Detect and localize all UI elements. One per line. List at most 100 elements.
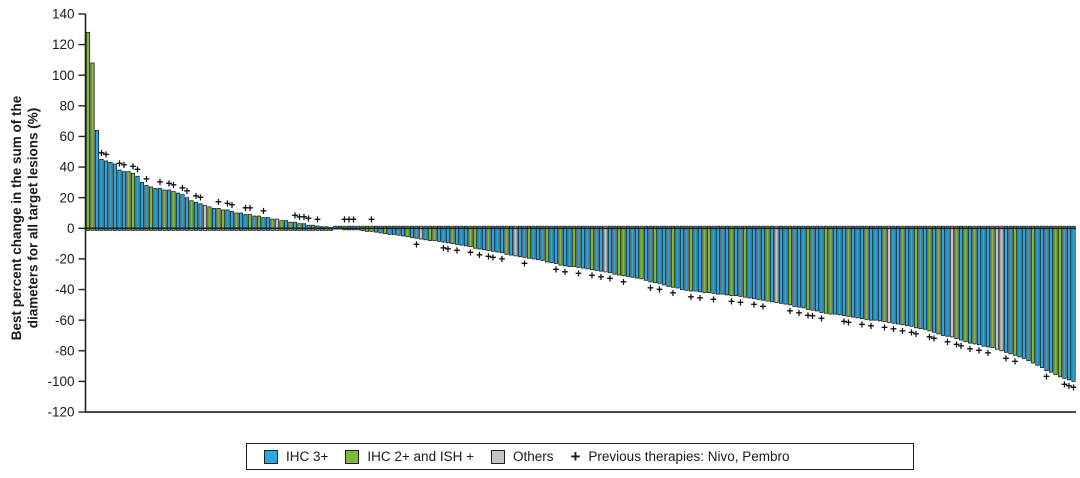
waterfall-bar — [756, 225, 761, 300]
waterfall-bar — [400, 225, 406, 237]
waterfall-bar — [832, 225, 838, 315]
y-tick-label: 100 — [52, 68, 75, 83]
prev-therapy-plus-marker: + — [859, 320, 866, 332]
waterfall-bar — [904, 225, 910, 326]
waterfall-bar — [985, 225, 991, 348]
prev-therapy-plus-marker: + — [737, 297, 744, 309]
waterfall-bar — [621, 225, 626, 277]
prev-therapy-plus-marker: + — [868, 321, 875, 333]
waterfall-bar — [607, 225, 613, 274]
prev-therapy-plus-marker: + — [242, 203, 249, 215]
waterfall-bar — [549, 225, 554, 264]
prev-therapy-plus-marker: + — [413, 239, 420, 251]
waterfall-bar — [738, 225, 743, 297]
waterfall-bar — [243, 214, 248, 231]
waterfall-bar — [972, 225, 977, 345]
waterfall-bar — [85, 31, 91, 231]
waterfall-bar — [184, 197, 190, 231]
prev-therapy-plus-marker: + — [688, 292, 695, 304]
waterfall-bar — [373, 225, 379, 233]
waterfall-bar — [121, 171, 127, 231]
waterfall-bar — [783, 225, 788, 305]
prev-therapy-plus-marker: + — [521, 258, 528, 270]
waterfall-bar — [769, 225, 775, 303]
prev-therapy-plus-marker: + — [607, 274, 614, 286]
y-tick-label: 140 — [52, 7, 75, 22]
waterfall-bar — [891, 225, 896, 324]
waterfall-bar — [454, 225, 460, 245]
waterfall-bar — [486, 225, 491, 251]
waterfall-bar — [801, 225, 806, 309]
waterfall-bar — [742, 225, 748, 298]
waterfall-bar — [837, 225, 842, 316]
waterfall-bar — [423, 225, 428, 241]
waterfall-bar — [409, 225, 415, 238]
waterfall-bar — [378, 225, 383, 234]
waterfall-bar — [166, 189, 172, 231]
prev-therapy-plus-marker: + — [157, 177, 164, 189]
waterfall-bar — [711, 225, 716, 294]
waterfall-bar — [414, 225, 419, 239]
legend-label-others: Others — [512, 449, 554, 464]
prev-therapy-plus-marker: + — [845, 317, 852, 329]
waterfall-bar — [639, 225, 644, 280]
prev-therapy-plus-marker: + — [913, 329, 920, 341]
waterfall-bar — [810, 225, 815, 311]
prev-therapy-plus-marker: + — [805, 310, 812, 322]
waterfall-bar — [1021, 225, 1027, 359]
prev-therapy-plus-marker: + — [193, 191, 200, 203]
y-axis-title-line: diameters for all target lesions (%) — [26, 108, 41, 329]
waterfall-bar — [774, 225, 779, 303]
prev-therapy-plus-marker: + — [467, 248, 474, 260]
waterfall-bar — [976, 225, 982, 346]
prev-therapy-plus-marker: + — [341, 215, 348, 227]
prev-therapy-plus-marker: + — [890, 324, 897, 336]
y-axis-title-line: Best percent change in the sum of the — [9, 95, 24, 340]
ihc2-swatch-icon — [345, 449, 360, 464]
waterfall-bar — [805, 225, 811, 310]
waterfall-bar — [990, 225, 995, 349]
waterfall-bar — [472, 225, 478, 249]
prev-therapy-plus-marker: + — [1043, 372, 1050, 384]
waterfall-bar — [598, 225, 604, 272]
prev-therapy-plus-marker: + — [553, 265, 560, 277]
waterfall-bar — [877, 225, 883, 322]
waterfall-bar — [477, 225, 482, 250]
prev-therapy-plus-marker: + — [215, 197, 222, 209]
waterfall-bar — [499, 225, 505, 254]
waterfall-bar — [144, 185, 149, 231]
waterfall-bar — [792, 225, 797, 307]
prev-therapy-plus-marker: + — [292, 211, 299, 223]
waterfall-bar — [616, 225, 622, 276]
waterfall-bar — [450, 225, 455, 244]
waterfall-bar — [733, 225, 739, 297]
waterfall-bar — [796, 225, 802, 308]
y-tick-label: 20 — [59, 190, 74, 205]
waterfall-bar — [90, 62, 95, 231]
waterfall-bar — [765, 225, 770, 302]
waterfall-bar — [715, 225, 721, 295]
prev-therapy-plus-marker: + — [368, 215, 375, 227]
waterfall-bar — [918, 225, 923, 329]
waterfall-bar — [945, 225, 950, 337]
prev-therapy-plus-marker: + — [445, 244, 452, 256]
waterfall-bar — [405, 225, 410, 238]
waterfall-bar — [1048, 225, 1054, 373]
prev-therapy-plus-marker: + — [796, 308, 803, 320]
prev-therapy-plus-marker: + — [1012, 356, 1019, 368]
waterfall-bar — [481, 225, 487, 251]
waterfall-bar — [292, 221, 298, 231]
waterfall-bar — [148, 186, 154, 231]
waterfall-bar — [387, 225, 392, 235]
waterfall-bar — [103, 160, 109, 231]
waterfall-bar — [495, 225, 500, 253]
waterfall-bar — [247, 214, 253, 231]
waterfall-bar — [261, 217, 266, 231]
waterfall-bar — [684, 225, 689, 291]
waterfall-bar — [189, 200, 194, 231]
prev-therapy-plus-marker: + — [346, 215, 353, 227]
waterfall-bar — [585, 225, 590, 270]
waterfall-bar — [207, 206, 212, 231]
waterfall-bar — [517, 225, 523, 257]
prev-therapy-plus-marker: + — [881, 323, 888, 335]
